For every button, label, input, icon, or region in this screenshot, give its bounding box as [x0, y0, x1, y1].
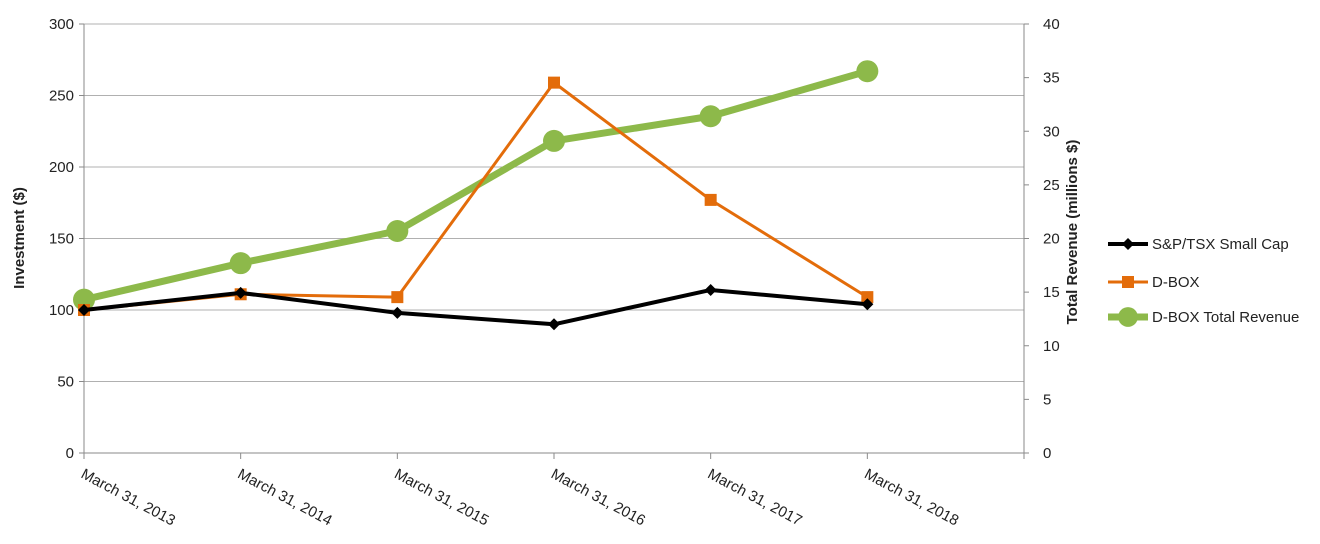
data-point — [548, 318, 560, 331]
right-axis-ticks: 0 5 10 15 20 25 30 35 40 — [1024, 16, 1060, 462]
y-tick-label: 100 — [49, 302, 74, 319]
y-tick-label: 150 — [49, 231, 74, 248]
y2-tick-label: 35 — [1043, 70, 1060, 87]
legend-item: D-BOX — [1108, 274, 1200, 291]
data-point — [861, 291, 874, 304]
series-line — [83, 81, 869, 312]
data-point — [704, 283, 717, 296]
data-point — [861, 298, 874, 311]
data-point — [548, 76, 560, 89]
y-tick-label: 250 — [49, 88, 74, 105]
series-group — [73, 60, 879, 331]
legend-label: D-BOX Total Revenue — [1152, 309, 1299, 326]
legend-label: S&P/TSX Small Cap — [1152, 236, 1289, 253]
y-tick-label: 200 — [49, 159, 74, 176]
y-tick-label: 0 — [66, 445, 74, 462]
data-point — [234, 286, 247, 299]
series-d-box-total-revenue — [73, 60, 879, 311]
y2-tick-label: 5 — [1043, 391, 1051, 408]
x-tick-label: March 31, 2015 — [391, 466, 491, 530]
data-point — [391, 306, 404, 319]
y2-tick-label: 40 — [1043, 16, 1060, 33]
y-tick-label: 300 — [49, 16, 74, 33]
y2-axis-title: Total Revenue (millions $) — [1064, 140, 1081, 325]
y2-tick-label: 25 — [1043, 177, 1060, 194]
series-s-p-tsx-small-cap — [78, 283, 874, 331]
data-point — [1122, 238, 1134, 250]
data-point — [1118, 307, 1138, 327]
y-axis-title: Investment ($) — [11, 187, 28, 289]
data-point — [699, 105, 722, 128]
legend-item: D-BOX Total Revenue — [1108, 307, 1299, 327]
data-point — [78, 304, 90, 316]
data-point — [1122, 276, 1134, 288]
y-tick-label: 50 — [57, 374, 74, 391]
legend-label: D-BOX — [1152, 274, 1200, 291]
gridlines — [84, 23, 1024, 382]
y2-tick-label: 0 — [1043, 445, 1051, 462]
data-point — [391, 291, 404, 304]
series-line — [83, 287, 868, 327]
data-point — [856, 60, 879, 83]
y2-tick-label: 10 — [1043, 338, 1060, 355]
data-point — [229, 252, 252, 275]
series-line — [83, 67, 869, 304]
y2-tick-label: 20 — [1043, 231, 1060, 248]
x-tick-label: March 31, 2018 — [861, 466, 961, 530]
legend: S&P/TSX Small Cap D-BOX D-BOX Total Revenu… — [1108, 236, 1299, 327]
x-tick-label: March 31, 2016 — [548, 466, 648, 530]
data-point — [543, 129, 565, 152]
left-axis-ticks: 0 50 100 150 200 250 300 — [49, 16, 84, 462]
data-point — [386, 219, 409, 242]
data-point — [704, 193, 717, 206]
x-axis-ticks: March 31, 2013 March 31, 2014 March 31, 20… — [78, 453, 1025, 530]
x-tick-label: March 31, 2017 — [705, 466, 805, 530]
legend-item: S&P/TSX Small Cap — [1108, 236, 1289, 253]
y2-tick-label: 30 — [1043, 123, 1060, 140]
series-d-box — [78, 76, 874, 316]
y2-tick-label: 15 — [1043, 284, 1060, 301]
x-tick-label: March 31, 2014 — [235, 466, 335, 530]
x-tick-label: March 31, 2013 — [78, 466, 178, 530]
